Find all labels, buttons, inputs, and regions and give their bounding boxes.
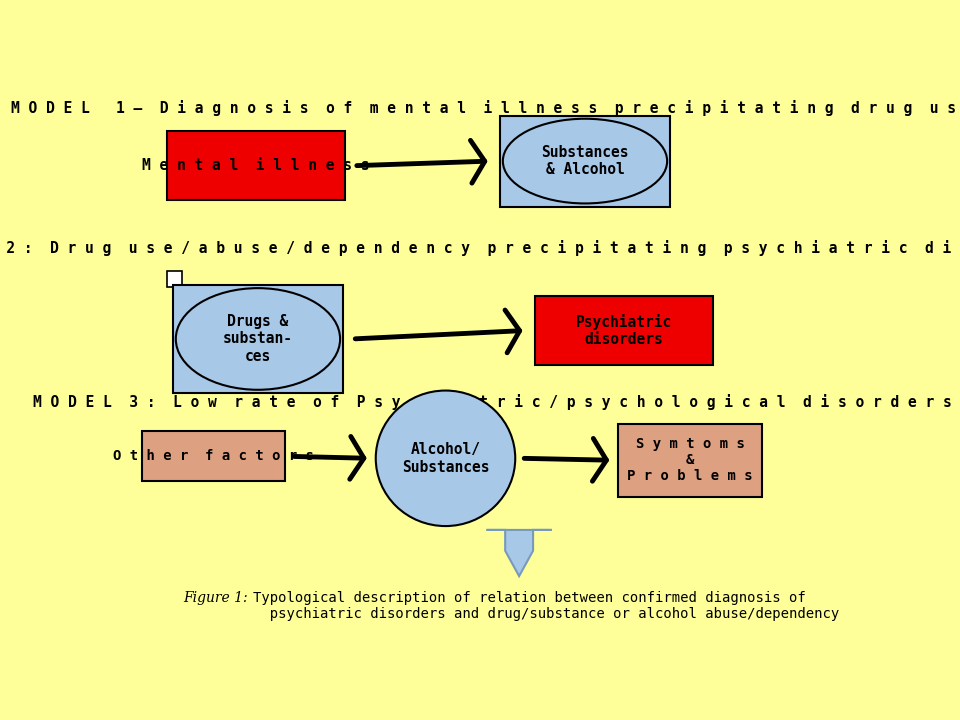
Ellipse shape	[375, 390, 516, 526]
Bar	[166, 271, 182, 287]
Text: Drugs &
substan-
ces: Drugs & substan- ces	[223, 314, 293, 364]
Text: O t h e r  f a c t o r s: O t h e r f a c t o r s	[113, 449, 314, 464]
Text: Psychiatric
disorders: Psychiatric disorders	[576, 314, 672, 347]
Text: M O D E L  3 :  L o w  r a t e  o f  P s y c h i a t r i c / p s y c h o l o g i: M O D E L 3 : L o w r a t e o f P s y c …	[33, 395, 951, 410]
Bar	[535, 296, 713, 365]
Text: M e n t a l  i l l n e s s: M e n t a l i l l n e s s	[142, 158, 370, 174]
Bar	[500, 116, 670, 207]
Text: S y m t o m s
&
P r o b l e m s: S y m t o m s & P r o b l e m s	[627, 437, 753, 483]
Bar	[142, 431, 285, 482]
Ellipse shape	[503, 119, 667, 204]
Ellipse shape	[176, 288, 340, 390]
Text: Figure 1:: Figure 1:	[183, 590, 249, 605]
Text: Typological description of relation between confirmed diagnosis of
  psychiatric: Typological description of relation betw…	[253, 590, 840, 621]
Text: Substances
& Alcohol: Substances & Alcohol	[541, 145, 629, 177]
Text: Alcohol/
Substances: Alcohol/ Substances	[401, 442, 490, 474]
Text: M O D E L  2 :  D r u g  u s e / a b u s e / d e p e n d e n c y  p r e c i p i : M O D E L 2 : D r u g u s e / a b u s e …	[0, 240, 960, 256]
Polygon shape	[487, 530, 552, 576]
Bar	[166, 131, 345, 200]
Bar	[173, 285, 344, 393]
Bar	[618, 423, 761, 497]
Text: M O D E L   1 –  D i a g n o s i s  o f  m e n t a l  i l l n e s s  p r e c i p: M O D E L 1 – D i a g n o s i s o f m e …	[11, 100, 960, 116]
